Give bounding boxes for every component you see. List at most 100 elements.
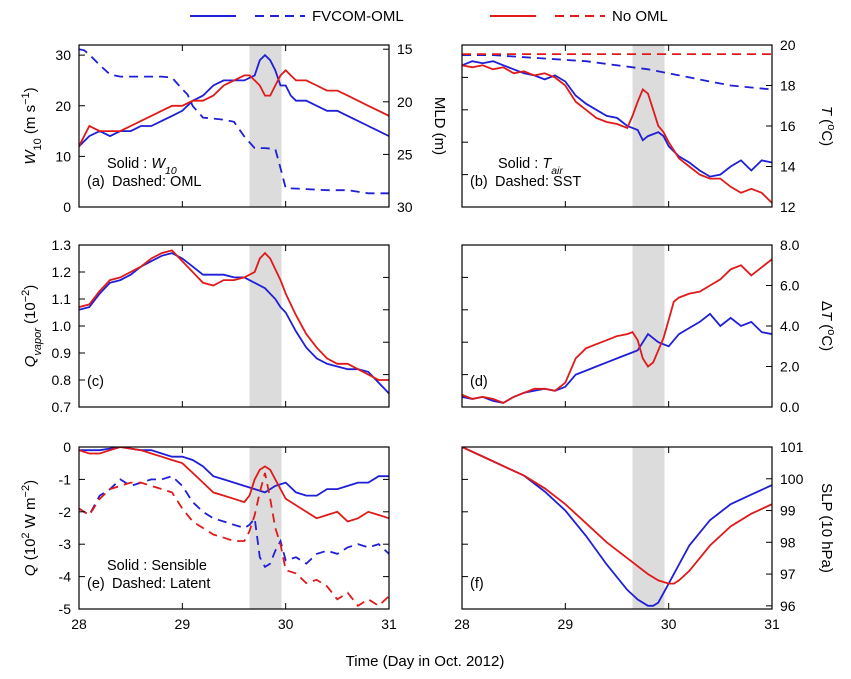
y-left-tick-label: -5 [59,601,72,617]
y-right-tick-label: 98 [780,534,796,550]
panel-tag: (a) [87,174,105,190]
panel-c: 0.7 0.8 0.9 1.0 1.1 1.2 1.3 Qvapor (10−2) (c) [20,237,390,415]
series-blue-dashed-line [462,54,772,91]
storm-shade [632,245,665,407]
y-right-tick-label: 15 [397,41,413,57]
x-axis-label: Time (Day in Oct. 2012) [346,653,505,670]
plot-frame [78,244,390,408]
storm-shade [249,245,282,407]
y-right-axis-label: MLD (m) [431,97,448,155]
y-left-axis-label: Q (102 W m−2) [20,480,39,576]
panel-tag: (d) [470,374,488,390]
plot-frame [461,244,773,408]
panel-note-solid: Solid : Sensible [107,558,207,574]
panel-note-solid: Solid : Tair [498,156,563,177]
y-left-tick-label: 1.1 [52,291,72,307]
y-left-tick-label: 1.2 [52,264,72,280]
x-tick-label: 29 [558,616,574,632]
y-right-tick-label: 20 [397,94,413,110]
y-left-tick-label: 1.3 [52,237,72,253]
panel-tag: (c) [87,374,104,390]
panel-tag: (b) [470,174,488,190]
y-right-tick-label: 14 [780,159,796,175]
panel-tag: (f) [470,576,484,592]
series-red-solid-line [462,258,772,404]
x-tick-label: 30 [661,616,677,632]
y-right-tick-label: 2.0 [780,359,800,375]
y-left-tick-label: 10 [55,148,71,164]
legend-blue-label: FVCOM-OML [312,8,404,25]
y-left-tick-label: 0 [63,439,71,455]
y-left-tick-label: 1.0 [52,318,72,334]
y-right-tick-label: 97 [780,566,796,582]
x-tick-label: 31 [381,616,397,632]
storm-shade [249,447,282,609]
series-red-solid-line [79,249,389,381]
y-left-tick-label: 0 [63,199,71,215]
x-tick-label: 29 [175,616,191,632]
series-red-solid-line [79,69,389,147]
y-right-tick-label: 30 [397,199,413,215]
series-blue-dashed-line [79,48,389,195]
y-right-axis-label: ΔT (oC) [818,301,837,351]
y-right-tick-label: 20 [780,37,796,53]
x-tick-label: 28 [71,616,87,632]
series-red-solid-line [79,447,389,523]
y-right-axis-label: T (oC) [818,106,837,146]
y-right-tick-label: 0.0 [780,399,800,415]
x-tick-label: 28 [454,616,470,632]
plot-frame [78,446,390,610]
panel-a: 0 10 20 30 15 20 25 30 W10 (m s−1) MLD (m) Solid :… [20,41,448,215]
panel-d: 0.0 2.0 4.0 6.0 8.0 ΔT (oC) (d) [461,237,837,415]
y-left-tick-label: 20 [55,98,71,114]
y-right-tick-label: 96 [780,598,796,614]
series-blue-solid-line [79,447,389,497]
y-right-tick-label: 18 [780,78,796,94]
panel-tag: (e) [87,576,105,592]
y-left-tick-label: 0.9 [52,345,72,361]
y-left-axis-label: W10 (m s−1) [20,87,44,164]
panel-note-dashed: Dashed: OML [112,174,201,190]
y-right-axis-label: SLP (10 hPa) [818,483,835,573]
y-right-tick-label: 4.0 [780,318,800,334]
series-red-solid-line [462,64,772,204]
y-right-tick-label: 8.0 [780,237,800,253]
y-left-tick-label: 0.7 [52,399,72,415]
series-blue-dashed-line [79,475,389,569]
panel-note-dashed: Dashed: Latent [112,576,210,592]
plot-frame [461,446,773,610]
legend-red-label: No OML [612,8,668,25]
series-red-dashed-line [79,472,389,607]
series-blue-solid-line [462,447,772,607]
y-left-tick-label: -1 [59,471,72,487]
series-blue-solid-line [462,60,772,178]
panel-note-dashed: Dashed: SST [495,174,581,190]
x-tick-label: 30 [278,616,294,632]
y-left-tick-label: -3 [59,536,72,552]
series-blue-solid-line [462,312,772,404]
y-right-tick-label: 16 [780,118,796,134]
legend: FVCOM-OML No OML [190,8,668,25]
y-left-tick-label: -2 [59,504,72,520]
panel-note-solid: Solid : W10 [107,156,177,177]
y-right-tick-label: 6.0 [780,278,800,294]
panel-e: 28 29 30 31 -5 -4 -3 -2 -1 0 Q (102 W m−2) Solid : … [20,439,397,632]
y-right-tick-label: 25 [397,146,413,162]
y-right-tick-label: 99 [780,503,796,519]
storm-shade [632,447,665,609]
y-right-tick-label: 101 [780,439,804,455]
plot-frame [78,44,390,208]
series-blue-solid-line [79,252,389,395]
y-left-axis-label: Qvapor (10−2) [20,285,44,368]
x-tick-label: 31 [764,616,780,632]
y-left-tick-label: 0.8 [52,372,72,388]
y-right-tick-label: 12 [780,199,796,215]
panels: 0 10 20 30 15 20 25 30 W10 (m s−1) MLD (m) Solid :… [20,37,837,632]
series-red-solid-line [462,447,772,585]
y-left-tick-label: 30 [55,47,71,63]
series-blue-solid-line [79,53,389,147]
storm-shade [249,45,282,207]
